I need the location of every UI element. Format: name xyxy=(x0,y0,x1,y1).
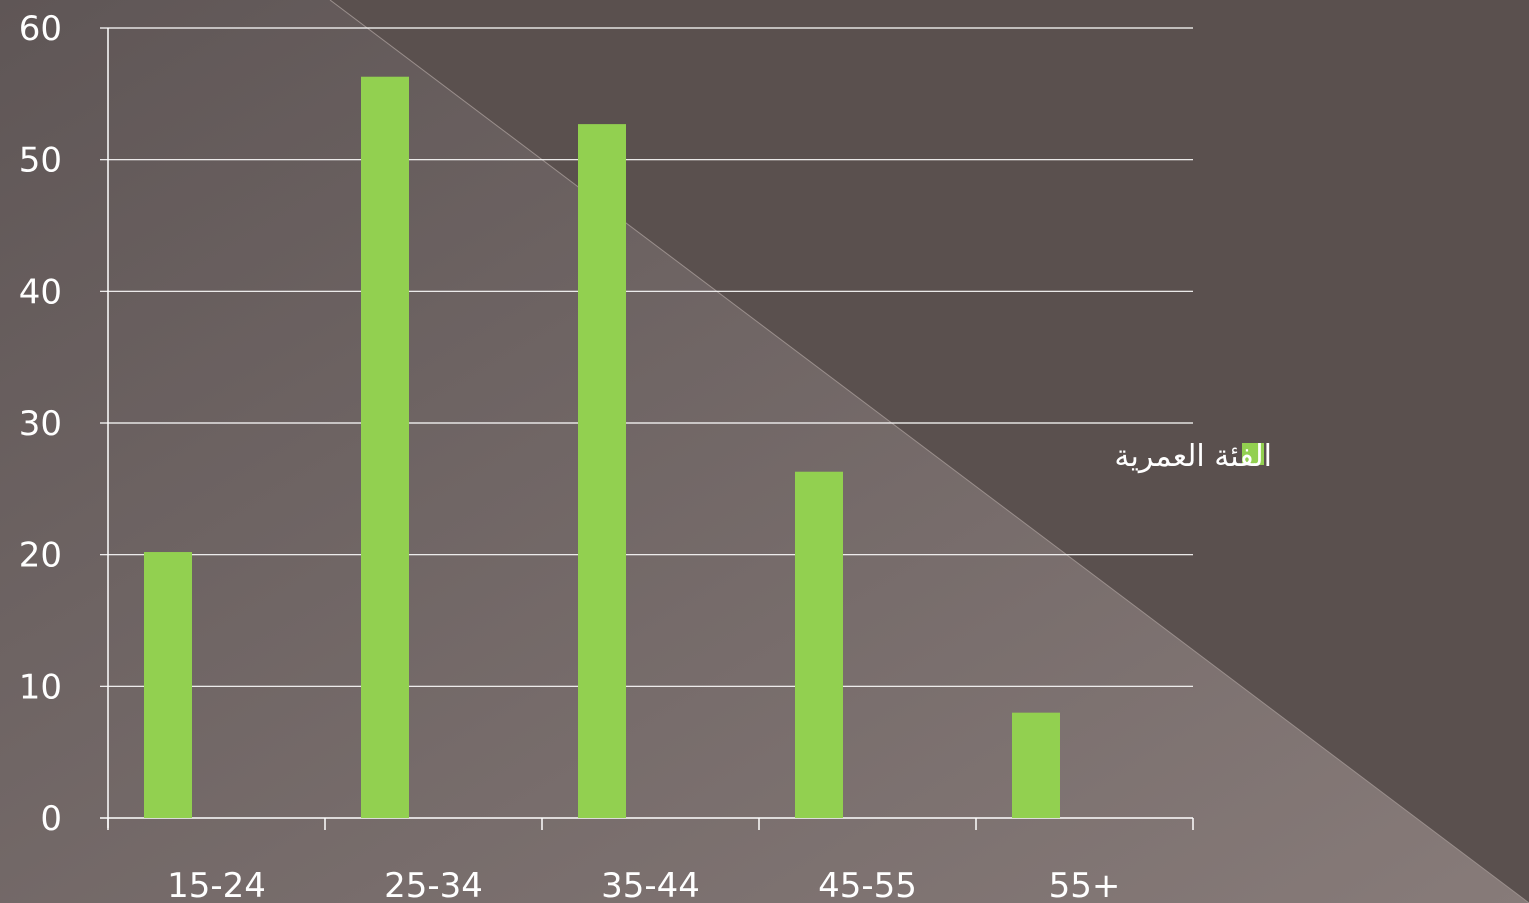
bar-45-55 xyxy=(795,471,843,818)
bars xyxy=(144,76,1060,818)
background-diagonal-line xyxy=(329,0,1529,903)
x-tick-label: 15-24 xyxy=(167,866,266,903)
y-tick-label: 20 xyxy=(19,536,62,576)
legend-swatch xyxy=(1242,443,1264,465)
y-tick-label: 10 xyxy=(19,667,62,707)
y-tick-label: 40 xyxy=(19,272,62,312)
legend: الفئة العمرية xyxy=(1114,439,1272,474)
legend-label: الفئة العمرية xyxy=(1114,439,1272,474)
gridlines xyxy=(100,27,1193,687)
y-tick-label: 60 xyxy=(19,9,62,49)
y-tick-label: 0 xyxy=(40,799,62,839)
x-axis-ticks: 15-24 25-34 35-44 45-55 55+ xyxy=(167,866,1120,903)
y-tick-label: 50 xyxy=(19,141,62,181)
y-axis-ticks: 0 10 20 30 40 50 60 xyxy=(19,9,62,839)
x-tick-label: 55+ xyxy=(1049,866,1121,903)
x-tick-label: 25-34 xyxy=(384,866,483,903)
bar-25-34 xyxy=(361,76,409,818)
y-tick-label: 30 xyxy=(19,404,62,444)
bar-15-24 xyxy=(144,552,192,818)
bar-55+ xyxy=(1012,712,1060,818)
x-tick-label: 35-44 xyxy=(601,866,700,903)
axes xyxy=(100,28,1194,830)
bar-35-44 xyxy=(578,124,626,818)
x-tick-label: 45-55 xyxy=(818,866,917,903)
